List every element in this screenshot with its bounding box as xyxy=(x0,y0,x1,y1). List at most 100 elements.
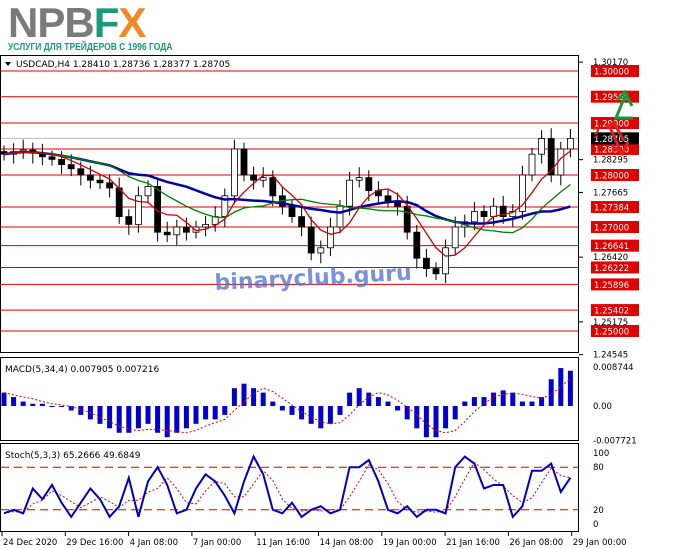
time-label: 11 Jan 16:00 xyxy=(256,538,310,548)
macd-label: MACD(5,34,4) 0.007905 0.007216 xyxy=(5,365,160,375)
stoch-tick-label: 100 xyxy=(593,449,609,459)
level-label: 1.27384 xyxy=(594,204,629,214)
macd-bar xyxy=(49,406,55,407)
macd-bar xyxy=(260,392,266,406)
macd-bar xyxy=(558,368,564,406)
moving-average-line xyxy=(3,150,571,257)
level-label: 1.25000 xyxy=(594,328,629,338)
macd-tick-label: 0.00 xyxy=(593,402,612,412)
macd-bar xyxy=(510,392,516,406)
candle xyxy=(355,177,363,181)
macd-bar xyxy=(539,397,545,406)
macd-panel xyxy=(0,357,579,441)
macd-bar xyxy=(481,397,487,406)
macd-bar xyxy=(375,397,381,406)
macd-bar xyxy=(116,406,122,433)
macd-bar xyxy=(385,401,391,406)
candle xyxy=(470,210,478,223)
candle xyxy=(269,177,277,197)
macd-bar xyxy=(174,406,180,433)
macd-bar xyxy=(471,397,477,406)
price-panel xyxy=(0,55,579,353)
macd-bar xyxy=(68,406,74,411)
candle xyxy=(384,195,392,202)
stoch-tick-label: 20 xyxy=(593,506,604,516)
candle xyxy=(490,205,498,217)
level-label-box xyxy=(591,278,639,291)
time-label: 14 Jan 08:00 xyxy=(320,538,374,548)
npbfx-logo: NPBFX xyxy=(8,0,146,46)
macd-bar xyxy=(164,406,170,438)
candle xyxy=(336,205,344,228)
price-tick-label: 1.24545 xyxy=(593,351,628,361)
level-label: 1.29506 xyxy=(594,93,629,103)
macd-bar xyxy=(78,406,84,415)
time-label: 19 Jan 00:00 xyxy=(383,538,437,548)
level-label: 1.27000 xyxy=(594,224,629,234)
level-label-box xyxy=(591,304,639,317)
macd-bar xyxy=(107,406,113,429)
candle xyxy=(346,179,354,207)
candle xyxy=(221,195,229,218)
candle xyxy=(96,179,104,184)
time-label: 24 Dec 2020 xyxy=(3,538,57,548)
macd-bar xyxy=(366,392,372,406)
candle xyxy=(125,216,133,225)
current-price-label: 1.28705 xyxy=(594,135,629,145)
level-label-box xyxy=(591,239,639,252)
stoch-panel xyxy=(0,443,579,532)
macd-bar xyxy=(20,401,26,406)
level-label-box xyxy=(591,325,639,337)
macd-bar xyxy=(404,406,410,420)
price-tick-label: 1.27665 xyxy=(593,188,628,198)
macd-bar xyxy=(491,392,497,406)
level-label-box xyxy=(591,261,639,274)
time-label: 29 Dec 16:00 xyxy=(66,538,123,548)
forecast-up-arrow-icon xyxy=(613,89,634,120)
macd-bar xyxy=(135,406,141,429)
candle xyxy=(115,187,123,218)
macd-bar xyxy=(519,401,525,406)
macd-bar xyxy=(222,406,228,415)
level-label-box xyxy=(591,65,639,77)
macd-bar xyxy=(11,397,17,406)
macd-bar xyxy=(395,406,401,411)
candle xyxy=(134,195,142,225)
candle xyxy=(182,226,190,233)
candle xyxy=(528,153,536,176)
macd-bar xyxy=(279,406,285,411)
macd-bar xyxy=(337,406,343,415)
candle xyxy=(230,148,238,197)
candle xyxy=(403,205,411,233)
macd-bar xyxy=(231,388,237,406)
macd-signal-line xyxy=(3,378,571,434)
macd-bar xyxy=(203,406,209,420)
candle xyxy=(298,216,306,228)
dropdown-triangle-icon[interactable] xyxy=(5,62,11,66)
time-label: 26 Jan 08:00 xyxy=(509,538,563,548)
candle xyxy=(163,231,171,236)
candle xyxy=(365,177,373,192)
stoch-tick-label: 0 xyxy=(593,520,598,530)
macd-bar xyxy=(126,406,132,433)
macd-bar xyxy=(155,406,161,433)
macd-bar xyxy=(39,403,45,406)
candle xyxy=(202,223,210,228)
forecast-down-arrow-icon xyxy=(605,121,630,157)
price-tick-label: 1.30170 xyxy=(593,58,628,68)
candle xyxy=(326,226,334,249)
level-label: 1.28500 xyxy=(594,146,629,156)
macd-bar xyxy=(97,406,103,424)
macd-bar xyxy=(183,406,189,429)
candle xyxy=(240,148,248,176)
macd-bar xyxy=(1,392,7,406)
candle xyxy=(413,231,421,259)
price-tick-label: 1.26420 xyxy=(593,253,628,263)
macd-bar xyxy=(443,406,449,429)
symbol-info: USDCAD,H4 1.28410 1.28736 1.28377 1.2870… xyxy=(16,60,230,70)
macd-tick-label: 0.008744 xyxy=(593,363,634,373)
candle xyxy=(144,186,152,197)
macd-bar xyxy=(289,406,295,415)
